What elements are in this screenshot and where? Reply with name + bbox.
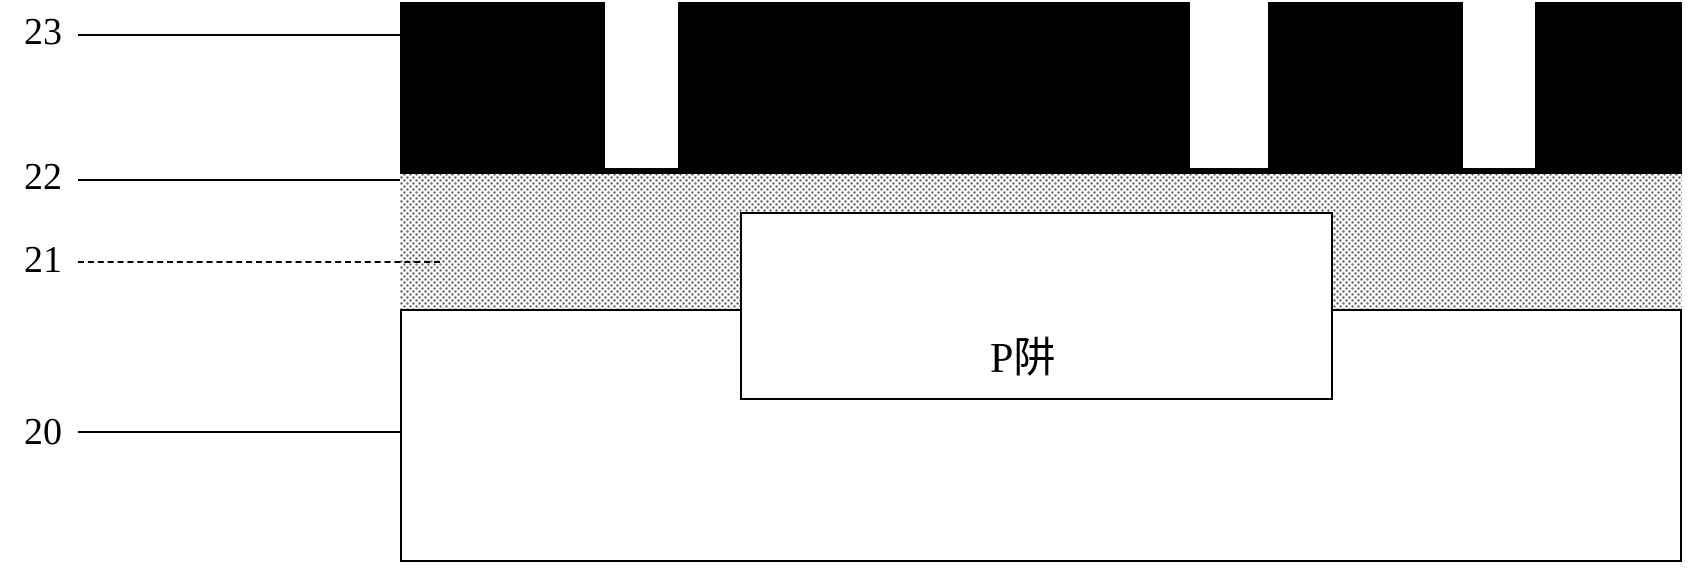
label-23: 23 [24,10,62,54]
layer-22 [400,168,1682,174]
mask-block-2 [678,2,1190,168]
leader-22 [78,179,400,181]
semiconductor-cross-section: P阱 23 22 21 20 [0,0,1692,571]
label-22: 22 [24,155,62,199]
mask-block-1 [400,2,605,168]
label-20: 20 [24,410,62,454]
mask-block-3 [1268,2,1463,168]
p-well-surface-right [1333,309,1682,311]
leader-20 [78,431,400,433]
leader-21 [78,261,440,263]
leader-23 [78,34,400,36]
p-well-label: P阱 [990,324,1055,385]
label-21: 21 [24,238,62,282]
p-well-surface [400,309,740,311]
mask-block-4 [1535,2,1682,168]
